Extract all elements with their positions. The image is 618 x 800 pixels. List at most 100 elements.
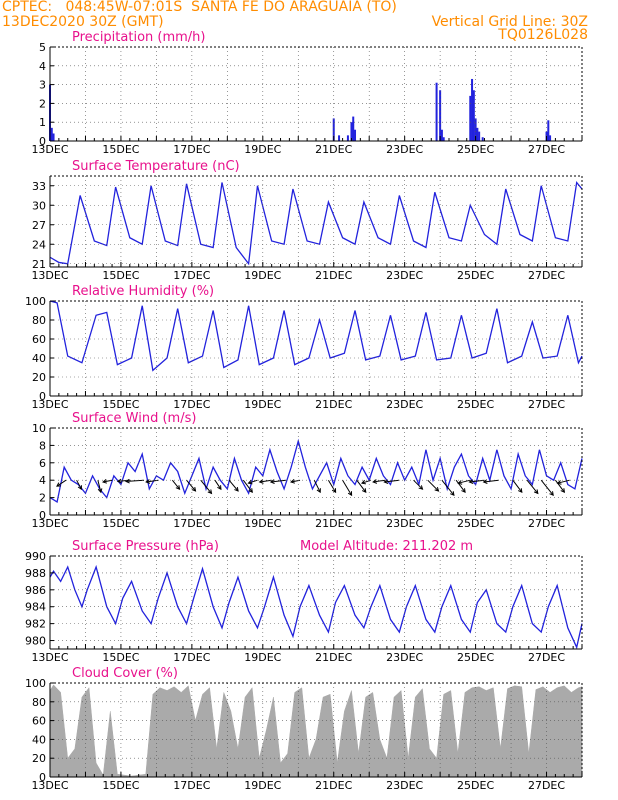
x-tick-label: 21DEC xyxy=(315,651,352,664)
wind-arrow xyxy=(270,479,286,483)
precip-bar xyxy=(478,131,481,141)
panel-4: 980 982 984 986 988 990 13DEC 15DEC 17DEC 19DEC 21… xyxy=(25,539,583,664)
x-tick-label: 17DEC xyxy=(173,651,210,664)
x-tick-label: 19DEC xyxy=(244,779,281,792)
precip-bar xyxy=(52,133,55,141)
x-tick-label: 23DEC xyxy=(386,143,423,156)
y-tick-label: 8 xyxy=(39,439,46,452)
x-tick-label: 21DEC xyxy=(315,269,352,282)
wind-arrow xyxy=(557,479,570,484)
precip-bar xyxy=(50,127,53,141)
series-line-3 xyxy=(49,438,583,503)
y-tick-label: 100 xyxy=(25,295,46,308)
x-tick-label: 13DEC xyxy=(31,398,68,411)
y-tick-label: 0 xyxy=(39,771,46,784)
wind-arrow xyxy=(242,479,253,493)
x-tick-label: 25DEC xyxy=(457,143,494,156)
precip-bar xyxy=(481,137,484,141)
wind-arrow-head xyxy=(434,487,440,492)
x-tick-label: 15DEC xyxy=(102,398,139,411)
header-date: 13DEC2020 30Z (GMT) xyxy=(2,14,164,30)
y-tick-label: 80 xyxy=(32,314,46,327)
y-tick-label: 2 xyxy=(39,97,46,110)
x-tick-label: 21DEC xyxy=(315,779,352,792)
wind-arrow xyxy=(526,479,539,494)
wind-arrow xyxy=(373,479,386,483)
panel-title: Surface Temperature (nC) xyxy=(72,159,240,174)
wind-arrow xyxy=(427,479,439,492)
wind-arrow-head xyxy=(361,488,367,494)
wind-arrow-head xyxy=(207,489,213,495)
y-tick-label: 6 xyxy=(39,457,46,470)
x-tick-label: 23DEC xyxy=(386,398,423,411)
x-tick-label: 27DEC xyxy=(528,398,565,411)
y-tick-label: 990 xyxy=(25,550,46,563)
wind-arrow-head xyxy=(457,480,463,485)
y-tick-label: 33 xyxy=(32,180,46,193)
precip-bar xyxy=(338,135,341,141)
panel-title: Precipitation (mm/h) xyxy=(72,30,205,45)
wind-arrow xyxy=(200,479,212,494)
wind-arrow-head xyxy=(102,479,108,484)
x-tick-label: 23DEC xyxy=(386,651,423,664)
x-tick-label: 25DEC xyxy=(457,517,494,530)
wind-arrow-head xyxy=(450,491,455,497)
wind-arrow-head xyxy=(175,485,181,491)
wind-arrow-head xyxy=(461,488,466,494)
panel-title: Surface Pressure (hPa) xyxy=(72,539,219,554)
y-tick-label: 0 xyxy=(39,135,46,148)
y-tick-label: 24 xyxy=(32,238,46,251)
wind-arrow-head xyxy=(191,486,197,492)
x-tick-label: 17DEC xyxy=(173,517,210,530)
series-line-4 xyxy=(49,564,583,650)
wind-arrow xyxy=(469,479,485,483)
panel-2: 0 20 40 60 80 100 13DEC 15DEC 17DEC 19DEC 21DEC 23D… xyxy=(25,284,583,411)
panel-1: 21 24 27 30 33 13DEC 15DEC 17DEC 19DEC 21DEC 23DEC… xyxy=(31,159,583,282)
precip-bar xyxy=(350,122,353,141)
wind-arrow xyxy=(512,479,523,493)
precip-bar xyxy=(469,95,472,141)
x-tick-label: 19DEC xyxy=(244,651,281,664)
y-tick-label: 40 xyxy=(32,733,46,746)
precip-bar xyxy=(352,116,355,141)
x-tick-label: 15DEC xyxy=(102,517,139,530)
wind-arrow-head xyxy=(316,488,321,494)
cloud-area xyxy=(49,684,583,778)
x-tick-label: 13DEC xyxy=(31,517,68,530)
wind-arrow-head xyxy=(468,479,474,484)
precip-bar xyxy=(354,129,357,141)
x-tick-label: 15DEC xyxy=(102,143,139,156)
model-altitude: Model Altitude: 211.202 m xyxy=(300,539,473,554)
wind-arrow-head xyxy=(116,478,122,484)
wind-arrow xyxy=(441,479,455,496)
y-tick-label: 20 xyxy=(32,752,46,765)
wind-arrow xyxy=(259,479,272,483)
wind-arrow xyxy=(455,479,466,493)
y-tick-label: 40 xyxy=(32,352,46,365)
wind-arrow-head xyxy=(372,479,378,484)
wind-arrow-head xyxy=(331,488,337,494)
y-tick-label: 21 xyxy=(32,258,46,271)
wind-arrow xyxy=(327,479,337,493)
wind-arrow xyxy=(56,479,67,487)
x-tick-label: 25DEC xyxy=(457,651,494,664)
wind-arrow xyxy=(356,479,367,493)
x-tick-label: 27DEC xyxy=(528,143,565,156)
series-line-1 xyxy=(49,180,583,266)
panel-0: 0 1 2 3 4 5 13DEC 15DEC 17DEC 19DEC 21DEC 23DEC 25DE… xyxy=(31,30,583,156)
wind-arrow xyxy=(483,479,499,483)
x-tick-label: 13DEC xyxy=(31,651,68,664)
wind-arrow xyxy=(76,479,82,490)
y-tick-label: 988 xyxy=(25,567,46,580)
y-tick-label: 60 xyxy=(32,333,46,346)
y-tick-label: 4 xyxy=(39,474,46,487)
y-tick-label: 3 xyxy=(39,79,46,92)
x-tick-label: 21DEC xyxy=(315,143,352,156)
x-tick-label: 15DEC xyxy=(102,651,139,664)
precip-bar xyxy=(547,120,550,141)
wind-arrow xyxy=(413,479,423,490)
x-tick-label: 25DEC xyxy=(457,269,494,282)
wind-arrow-head xyxy=(124,478,130,484)
precip-bar xyxy=(440,129,443,141)
y-tick-label: 30 xyxy=(32,199,46,212)
